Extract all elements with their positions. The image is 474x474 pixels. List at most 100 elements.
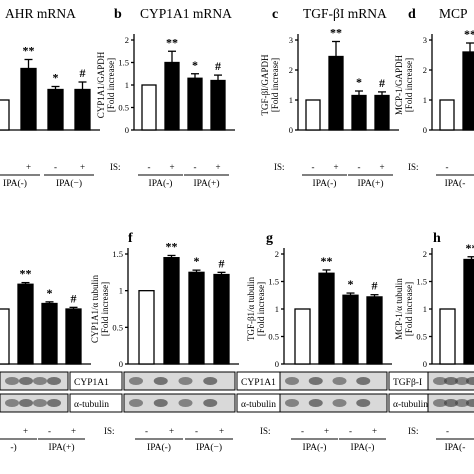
bar [138,290,155,365]
blot-band [356,377,371,385]
blot-band [444,377,458,385]
bar [374,94,390,131]
is-label: + [372,426,377,436]
blot-band [19,399,33,407]
group-label: IPA(-) [351,442,375,453]
panel-title: AHR mRNA [5,6,76,21]
blot-label-box [69,371,123,391]
blot-band [19,377,33,385]
blot-band [285,377,299,385]
y-axis-label: TGF-βI/GAPDH [260,54,270,116]
panel-letter: h [433,231,441,246]
bar [188,271,205,365]
group-label: IPA(−) [56,178,82,189]
y-axis-label-unit: [Fold increase] [270,58,280,112]
panel-letter: g [266,231,273,246]
blot-band [356,399,371,407]
y-tick-label: 0.5 [268,332,279,342]
blot-band [153,399,168,407]
blot-band [178,399,193,407]
y-tick-label: 2 [423,65,427,75]
bar [342,294,359,365]
blot-band [153,377,168,385]
y-tick-label: 1.5 [112,249,123,259]
blot-label-box [69,393,123,413]
y-axis-label: CYP1A1/α tubulin [90,275,100,343]
panel-d: d MCP 0 1 2 3 MCP-1/GAPDH[Fold increase] ** IS: -… [394,6,474,189]
blot-label: CYP1A1 [74,378,109,388]
y-tick-label: 0.5 [112,322,123,332]
significance-mark: ** [23,44,35,58]
blot-band [455,399,469,407]
bar [141,84,157,131]
is-label: - [446,162,449,172]
bar [65,308,82,365]
y-tick-label: 0 [125,125,129,135]
bar [463,258,474,365]
blot-label: α-tubulin [241,400,276,410]
bar [187,77,203,131]
bar [439,308,456,365]
group-label: IPA(-) [313,178,337,189]
blot-band [308,377,323,385]
panel-title: TGF-βI mRNA [303,6,387,21]
significance-mark: ** [464,27,474,41]
is-label: - [312,162,315,172]
panel-title: MCP [439,6,468,21]
significance-mark: * [194,254,200,268]
blot-band [33,399,47,407]
panel-a: AHR mRNA*** #+ - +IPA(-) IPA(−) [0,6,100,189]
blot-band [433,399,447,407]
y-tick-label: 0 [423,359,427,369]
significance-mark: # [71,291,77,305]
significance-mark: * [348,277,354,291]
is-label: - [349,426,352,436]
blot-label: α-tubulin [393,400,428,410]
y-axis-label-unit: [Fold increase] [106,58,116,112]
bar [462,51,474,131]
bar [213,273,230,365]
bar [351,94,367,131]
blot-band [332,399,347,407]
group-label: IPA(- [445,442,466,453]
bar [163,257,180,365]
significance-mark: * [47,286,53,300]
blot-band [47,377,61,385]
y-axis-label-unit: [Fold increase] [404,282,414,336]
y-tick-label: 3 [289,35,293,45]
blot-band [129,399,143,407]
y-tick-label: 0 [119,359,123,369]
blot-band [129,377,143,385]
is-label: + [26,162,31,172]
significance-mark: ** [166,239,178,253]
significance-mark: ** [20,267,32,281]
group-label: IPA(+) [357,178,383,189]
is-label: - [358,162,361,172]
bar [20,67,37,131]
bar [164,61,180,131]
bar [0,308,10,365]
y-tick-label: 0 [423,125,427,135]
y-tick-label: 0 [289,125,293,135]
is-label: - [48,426,51,436]
group-label: IPA(- [445,178,466,189]
bar [305,99,321,131]
y-axis-label: CYP1A1/GAPDH [96,51,106,118]
blot-band [455,377,469,385]
y-tick-label: 1.5 [416,277,427,287]
is-label: - [145,426,148,436]
blot-band [5,399,19,407]
is-label: + [80,162,85,172]
y-tick-label: 2 [125,35,129,45]
is-prefix: IS: [110,162,121,172]
panel-letter: b [114,7,122,22]
y-tick-label: 1 [119,286,123,296]
significance-mark: ** [466,241,474,255]
significance-mark: * [192,58,198,72]
blot-band [33,377,47,385]
significance-mark: # [219,256,225,270]
panel-letter: c [272,7,278,22]
